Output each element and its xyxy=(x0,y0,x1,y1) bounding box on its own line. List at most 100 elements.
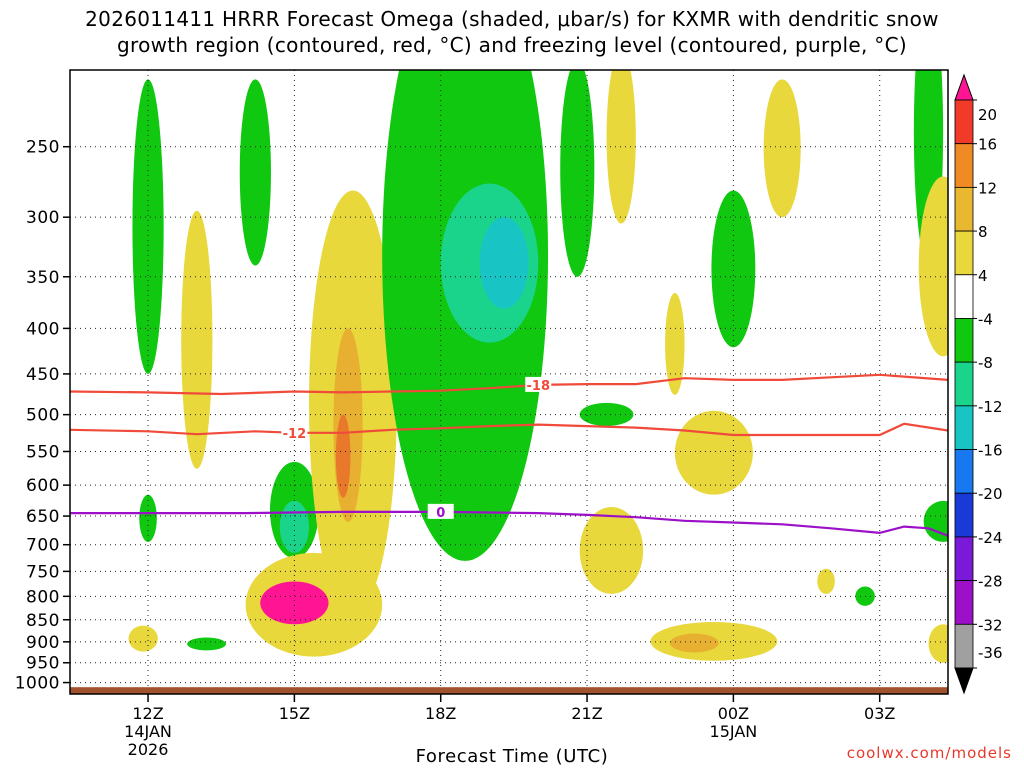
omega-cyan-18z-plume xyxy=(479,217,529,309)
chart-title-line-2: growth region (contoured, red, °C) and f… xyxy=(117,33,907,57)
contour-label-dgz-minus12: -12 xyxy=(283,427,307,442)
colorbar-box xyxy=(954,143,974,188)
colorbar-box xyxy=(954,449,974,494)
y-tick-label-500: 500 xyxy=(26,406,60,426)
colorbar-top-triangle xyxy=(954,73,974,101)
x-tick-sublabel: 14JAN xyxy=(124,722,172,741)
contour-label-bg xyxy=(427,503,454,519)
omega-magenta-15z-low xyxy=(260,581,329,625)
colorbar-label--4: -4 xyxy=(978,310,993,328)
colorbar-box xyxy=(954,536,974,582)
omega-orange-16z xyxy=(333,328,363,522)
omega-green-21z-upper xyxy=(560,70,595,277)
contour-freezing-level xyxy=(70,510,948,537)
omega-green-03z-low xyxy=(923,500,948,542)
colorbar-label-20: 20 xyxy=(978,106,997,124)
y-tick-label-350: 350 xyxy=(26,268,60,288)
colorbar-bottom-triangle xyxy=(954,667,974,695)
y-tick-label-750: 750 xyxy=(26,562,60,582)
y-tick-label-650: 650 xyxy=(26,507,60,527)
colorbar-label-8: 8 xyxy=(978,223,988,241)
x-tick-label-12Z: 12Z xyxy=(132,704,163,723)
y-tick-label-550: 550 xyxy=(26,442,60,462)
y-tick-label-400: 400 xyxy=(26,319,60,339)
y-tick-label-950: 950 xyxy=(26,654,60,674)
colorbar-label--28: -28 xyxy=(978,573,1003,591)
colorbar-box xyxy=(954,580,974,625)
x-axis-label: Forecast Time (UTC) xyxy=(415,746,609,767)
contour-label-dgz-minus18: -18 xyxy=(527,379,551,394)
gridlines xyxy=(70,70,948,694)
site-credit: coolwx.com/models xyxy=(846,744,1012,762)
plot-frame xyxy=(69,69,949,695)
colorbar-label-4: 4 xyxy=(978,267,988,285)
y-tick-label-600: 600 xyxy=(26,476,60,496)
colorbar-box xyxy=(954,405,974,450)
omega-shading xyxy=(128,70,948,663)
colorbar-box xyxy=(954,623,974,669)
colorbar: 20 16 12 8 4 -4 -8 -12 -16 -20 -24 -28 -32 -36 xyxy=(954,73,1003,695)
omega-green-1330-upper xyxy=(239,79,271,266)
colorbar-box xyxy=(954,274,974,319)
colorbar-label--36: -36 xyxy=(978,644,1003,662)
contour-label-freezing-level: 0 xyxy=(436,506,445,521)
x-tick-label-00Z: 00Z xyxy=(718,704,749,723)
omega-yellow-12z-low xyxy=(128,625,158,652)
colorbar-box xyxy=(954,318,974,363)
colorbar-box xyxy=(954,361,974,407)
x-tick-label-18Z: 18Z xyxy=(425,704,456,723)
colorbar-label--20: -20 xyxy=(978,485,1003,503)
x-tick-label-03Z: 03Z xyxy=(864,704,895,723)
x-tick-sublabel: 2026 xyxy=(128,740,169,759)
colorbar-box xyxy=(954,492,974,538)
temperature-contours: -18 -12 0 xyxy=(70,373,948,537)
colorbar-box xyxy=(954,230,974,276)
y-tick-label-250: 250 xyxy=(26,138,60,158)
omega-yellow-0130-low xyxy=(817,568,835,594)
omega-yellow-21z-low xyxy=(579,507,644,594)
omega-yellow-2130-upper xyxy=(606,70,636,224)
omega-yellow-01z-upper xyxy=(763,79,801,218)
omega-green-21z-mid xyxy=(579,402,634,427)
omega-yellow-13z-column xyxy=(181,210,213,469)
y-tick-label-450: 450 xyxy=(26,365,60,385)
plot-area: -18 -12 0 xyxy=(70,70,948,694)
omega-yellow-03z-upper xyxy=(918,176,948,357)
chart-title: 2026011411 HRRR Forecast Omega (shaded, … xyxy=(0,6,1024,58)
omega-blue-15z-core xyxy=(279,500,310,553)
omega-green-13z-low xyxy=(187,637,227,651)
omega-yellow-00z-mid xyxy=(674,410,753,495)
x-tick-label-21Z: 21Z xyxy=(571,704,602,723)
colorbar-label--16: -16 xyxy=(978,442,1003,460)
y-tick-label-900: 900 xyxy=(26,633,60,653)
x-tick-sublabel: 15JAN xyxy=(710,722,758,741)
colorbar-label-16: 16 xyxy=(978,136,997,154)
y-tick-label-800: 800 xyxy=(26,587,60,607)
omega-yellow-2230-upper xyxy=(665,292,685,395)
colorbar-label--8: -8 xyxy=(978,354,993,372)
ground-terrain xyxy=(70,687,948,694)
omega-green-12z-low xyxy=(139,494,157,542)
chart-title-line-1: 2026011411 HRRR Forecast Omega (shaded, … xyxy=(85,7,939,31)
omega-green-12z-upper xyxy=(132,79,164,374)
y-axis: 2503003504004505005506006507007508008509… xyxy=(15,138,70,694)
y-tick-label-700: 700 xyxy=(26,536,60,556)
contour-label-bg xyxy=(281,424,308,440)
y-tick-label-300: 300 xyxy=(26,208,60,228)
colorbar-box xyxy=(954,99,974,145)
omega-yellow-03z-low xyxy=(928,624,948,663)
y-tick-label-1000: 1000 xyxy=(15,674,60,694)
omega-red-16z xyxy=(335,414,351,498)
y-tick-label-850: 850 xyxy=(26,611,60,631)
contour-dgz-minus12 xyxy=(70,422,948,437)
colorbar-label--12: -12 xyxy=(978,398,1003,416)
colorbar-box xyxy=(954,186,974,232)
colorbar-label-12: 12 xyxy=(978,179,997,197)
omega-orange-00z-low xyxy=(669,633,719,653)
omega-green-00z-upper xyxy=(711,190,756,348)
colorbar-label--32: -32 xyxy=(978,616,1003,634)
contour-label-bg xyxy=(525,376,552,392)
x-tick-label-15Z: 15Z xyxy=(279,704,310,723)
